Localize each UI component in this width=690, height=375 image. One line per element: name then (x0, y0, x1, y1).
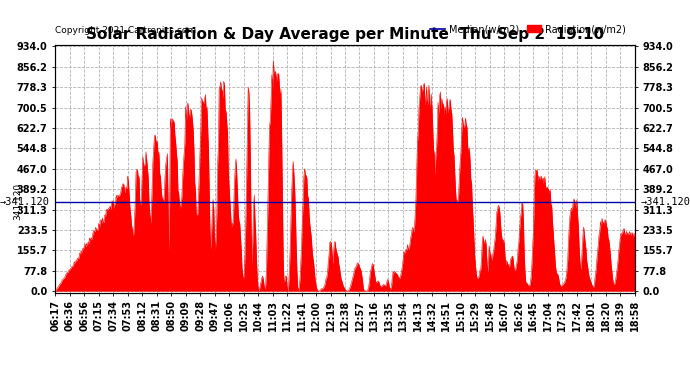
Legend: Median(w/m2), Radiation(w/m2): Median(w/m2), Radiation(w/m2) (426, 20, 630, 38)
Text: →341.120: →341.120 (0, 197, 50, 207)
Text: 341.120: 341.120 (13, 183, 22, 220)
Text: Copyright 2021 Cartronics.com: Copyright 2021 Cartronics.com (55, 26, 197, 35)
Title: Solar Radiation & Day Average per Minute  Thu Sep 2  19:10: Solar Radiation & Day Average per Minute… (86, 27, 604, 42)
Text: →341.120: →341.120 (640, 197, 690, 207)
